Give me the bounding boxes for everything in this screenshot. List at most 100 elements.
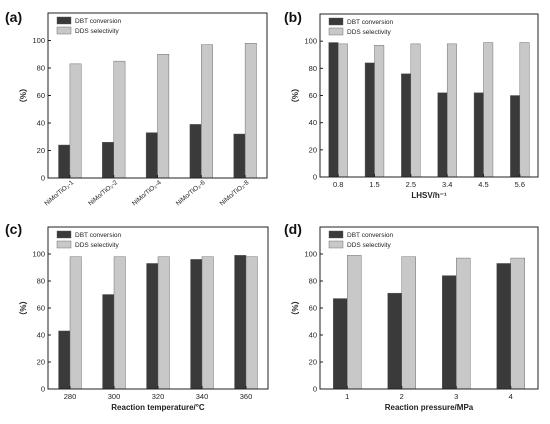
bar-dbt-conversion [401, 73, 412, 178]
x-tick-label: 3.4 [442, 180, 452, 189]
y-tick-label: 80 [309, 277, 317, 286]
plot-frame [319, 13, 539, 178]
y-tick-label: 0 [313, 173, 317, 182]
bar-dbt-conversion [364, 62, 375, 178]
bar-dbt-conversion [190, 259, 203, 390]
bar-dds-selectivity [519, 42, 530, 178]
legend-swatch [328, 240, 344, 249]
panel-label: (c) [5, 221, 22, 237]
bar-dds-selectivity [69, 63, 82, 179]
bar-dds-selectivity [446, 43, 457, 178]
x-tick-label: 300 [108, 392, 121, 401]
legend-label: DBT conversion [75, 232, 122, 239]
chart-panel-2: (b) 0 20 40 60 80 100 （%） 0.8 1.5 2.5 3.4 4.5 5.6 LHSV… [284, 9, 539, 200]
x-tick-label: 1 [345, 392, 349, 401]
chart-panel-3: (c) 0 20 40 60 80 100 （%） 280 300 320 340 360 Reactio… [5, 221, 269, 412]
bar-dbt-conversion [387, 292, 402, 390]
legend-label: DDS selectivity [75, 242, 119, 249]
bar-dds-selectivity [245, 256, 258, 390]
legend-swatch [328, 17, 344, 26]
bar-dds-selectivity [483, 42, 494, 178]
legend-label: DDS selectivity [347, 242, 391, 249]
bar-dbt-conversion [234, 255, 247, 390]
bar-dbt-conversion [442, 275, 457, 390]
legend-swatch [56, 230, 72, 239]
legend-swatch [328, 27, 344, 36]
chart-panel-4: (d) 0 20 40 60 80 100 （%） 1 2 3 4 Reaction pressure/… [284, 221, 539, 412]
y-axis-title: （%） [18, 84, 28, 107]
x-tick-label: 360 [240, 392, 253, 401]
y-tick-label: 60 [309, 91, 317, 100]
y-tick-label: 40 [37, 119, 45, 128]
bar-dds-selectivity [244, 43, 257, 179]
legend-swatch [328, 230, 344, 239]
panel-label: (a) [5, 9, 22, 25]
x-tick-label: NiMo/TiO₂-4 [131, 179, 163, 207]
legend-swatch [56, 26, 72, 35]
bar-dds-selectivity [113, 60, 126, 179]
y-axis-title: （%） [18, 296, 28, 319]
x-tick-label: NiMo/TiO₂-8 [219, 179, 251, 207]
bar-dbt-conversion [189, 124, 202, 179]
panel-label: (d) [284, 221, 302, 237]
bar-dbt-conversion [102, 142, 114, 179]
bar-dds-selectivity [401, 256, 416, 390]
x-tick-label: 4.5 [478, 180, 488, 189]
x-tick-label: 280 [64, 392, 77, 401]
bar-dbt-conversion [510, 95, 521, 178]
bar-dds-selectivity [374, 45, 385, 178]
legend: DBT conversion DDS selectivity [56, 16, 122, 35]
x-tick-label: NiMo/TiO₂-2 [87, 179, 119, 207]
y-tick-label: 40 [309, 118, 317, 127]
y-tick-label: 40 [309, 331, 317, 340]
bar-dbt-conversion [496, 263, 511, 390]
y-tick-label: 0 [313, 385, 317, 394]
bar-dbt-conversion [233, 133, 246, 179]
legend-swatch [56, 16, 72, 25]
x-tick-label: 340 [196, 392, 209, 401]
legend: DBT conversion DDS selectivity [328, 230, 394, 249]
y-tick-label: 0 [41, 385, 45, 394]
y-tick-label: 100 [32, 250, 45, 259]
x-axis-title: LHSV/h⁻¹ [411, 191, 447, 200]
y-tick-label: 20 [37, 358, 45, 367]
bar-dds-selectivity [69, 256, 82, 390]
x-tick-label: 5.6 [515, 180, 525, 189]
y-axis-title: （%） [290, 296, 300, 319]
legend-label: DBT conversion [75, 18, 122, 25]
bar-dbt-conversion [145, 132, 158, 179]
y-tick-label: 60 [309, 304, 317, 313]
bar-dds-selectivity [157, 256, 170, 390]
bar-dbt-conversion [58, 330, 71, 390]
chart-panel-1: (a) 0 20 40 60 80 100 （%） NiMo/TiO₂-1 NiMo/TiO₂-2… [5, 9, 268, 207]
y-tick-label: 20 [309, 358, 317, 367]
panel-label: (b) [284, 9, 302, 25]
x-tick-label: 320 [152, 392, 165, 401]
x-tick-label: 2.5 [406, 180, 416, 189]
x-tick-label: 2 [400, 392, 404, 401]
y-tick-label: 40 [37, 331, 45, 340]
legend-label: DDS selectivity [347, 29, 391, 36]
y-tick-label: 80 [37, 277, 45, 286]
y-tick-label: 0 [41, 174, 45, 183]
bar-dbt-conversion [146, 263, 159, 390]
bar-dbt-conversion [328, 42, 339, 178]
x-tick-label: 0.8 [333, 180, 343, 189]
y-tick-label: 60 [37, 91, 45, 100]
y-tick-label: 80 [37, 64, 45, 73]
y-tick-label: 100 [32, 36, 45, 45]
bar-dbt-conversion [102, 294, 115, 390]
bar-dds-selectivity [510, 257, 525, 390]
y-tick-label: 100 [304, 250, 317, 259]
y-tick-label: 100 [304, 37, 317, 46]
bar-dds-selectivity [201, 256, 214, 390]
y-tick-label: 20 [309, 145, 317, 154]
y-tick-label: 60 [37, 304, 45, 313]
x-tick-label: NiMo/TiO₂-1 [43, 179, 75, 207]
bar-dds-selectivity [337, 43, 348, 178]
y-tick-label: 80 [309, 64, 317, 73]
bar-dds-selectivity [201, 44, 213, 179]
x-tick-label: 3 [454, 392, 458, 401]
legend-label: DBT conversion [347, 232, 394, 239]
